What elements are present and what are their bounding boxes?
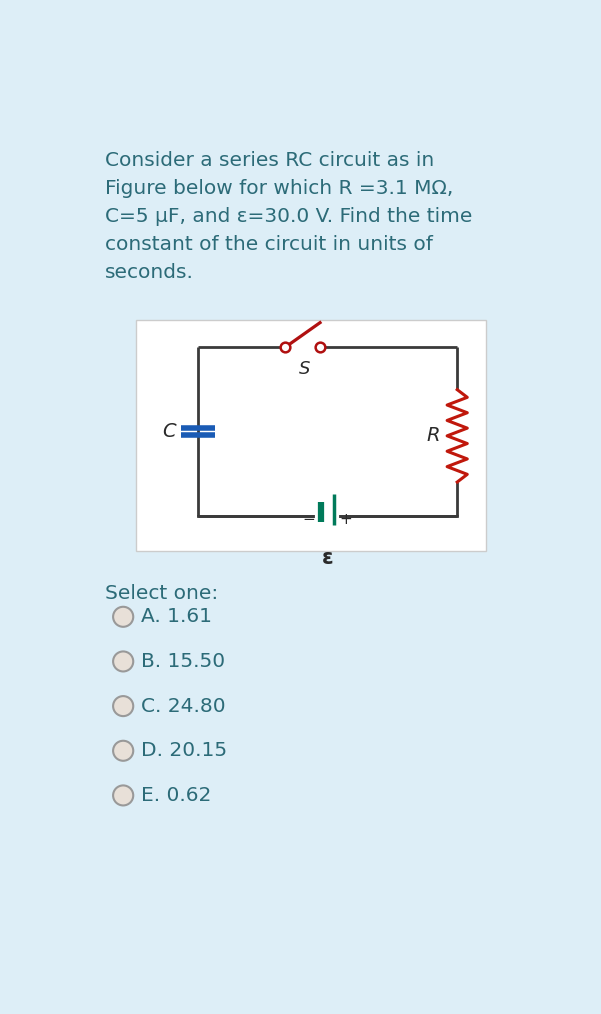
Text: +: +: [340, 511, 353, 526]
Text: S: S: [299, 360, 310, 377]
Text: Select one:: Select one:: [105, 584, 218, 602]
Text: C. 24.80: C. 24.80: [141, 697, 225, 716]
Text: −: −: [302, 511, 315, 526]
Text: E. 0.62: E. 0.62: [141, 786, 212, 805]
Circle shape: [113, 651, 133, 671]
Circle shape: [113, 696, 133, 716]
Text: Consider a series RC circuit as in
Figure below for which R =3.1 MΩ,
C=5 µF, and: Consider a series RC circuit as in Figur…: [105, 151, 472, 282]
Text: B. 15.50: B. 15.50: [141, 652, 225, 671]
Text: C: C: [162, 422, 176, 441]
Bar: [136, 320, 486, 552]
Text: A. 1.61: A. 1.61: [141, 607, 212, 627]
Circle shape: [113, 786, 133, 805]
Text: ε: ε: [322, 549, 333, 568]
Text: R: R: [427, 426, 440, 445]
Text: D. 20.15: D. 20.15: [141, 741, 227, 760]
Circle shape: [113, 741, 133, 760]
Circle shape: [113, 606, 133, 627]
